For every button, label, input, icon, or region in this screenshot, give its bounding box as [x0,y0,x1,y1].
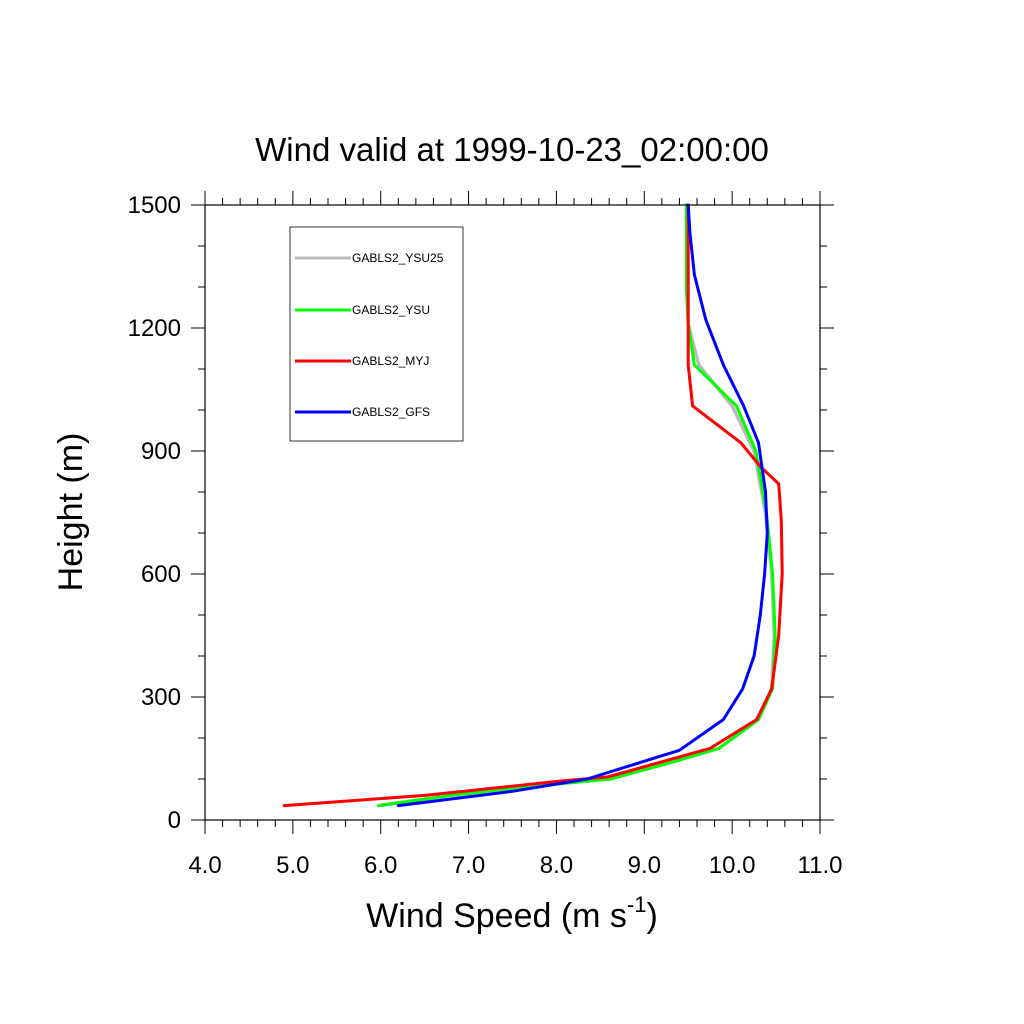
chart-title: Wind valid at 1999-10-23_02:00:00 [255,131,769,168]
axis-ticks [191,191,834,834]
y-axis-label: Height (m) [52,433,90,592]
legend-label: GABLS2_YSU [352,303,430,317]
y-tick-label: 900 [141,438,181,465]
y-tick-label: 300 [141,684,181,711]
series-lines [282,203,784,808]
legend-item: GABLS2_MYJ [295,354,429,368]
legend-item: GABLS2_GFS [295,405,430,419]
legend-label: GABLS2_GFS [352,405,430,419]
x-tick-label: 5.0 [276,852,309,879]
plot-frame [204,204,821,821]
legend-item: GABLS2_YSU25 [295,251,444,265]
tick-labels: 4.0 5.0 6.0 7.0 8.0 9.0 10.0 11.0 0 300 600 900 1200… [128,192,843,879]
legend-item: GABLS2_YSU [295,303,430,317]
x-tick-label: 8.0 [540,852,573,879]
legend-label: GABLS2_YSU25 [352,251,444,265]
x-tick-label: 9.0 [628,852,661,879]
y-tick-label: 1500 [128,192,181,219]
legend: GABLS2_YSU25 GABLS2_YSU GABLS2_MYJ GABLS2_G… [289,226,464,442]
legend-box [289,226,464,442]
x-tick-label: 7.0 [452,852,485,879]
legend-label: GABLS2_MYJ [352,354,429,368]
series-line-gabls2-myj [282,203,784,808]
x-tick-label: 10.0 [709,852,756,879]
y-tick-label: 0 [168,807,181,834]
series-line-gabls2-ysu [377,203,777,808]
x-axis-label-main: Wind Speed (m s [366,897,627,935]
x-axis-label-exponent: -1 [627,892,647,917]
series-line-gabls2-gfs [396,203,769,808]
x-axis-label-suffix: ) [647,897,658,935]
x-tick-label: 6.0 [364,852,397,879]
y-tick-label: 1200 [128,315,181,342]
x-axis-label: Wind Speed (m s-1) [366,892,658,935]
y-tick-label: 600 [141,561,181,588]
x-tick-label: 4.0 [188,852,221,879]
x-tick-label: 11.0 [798,852,843,879]
